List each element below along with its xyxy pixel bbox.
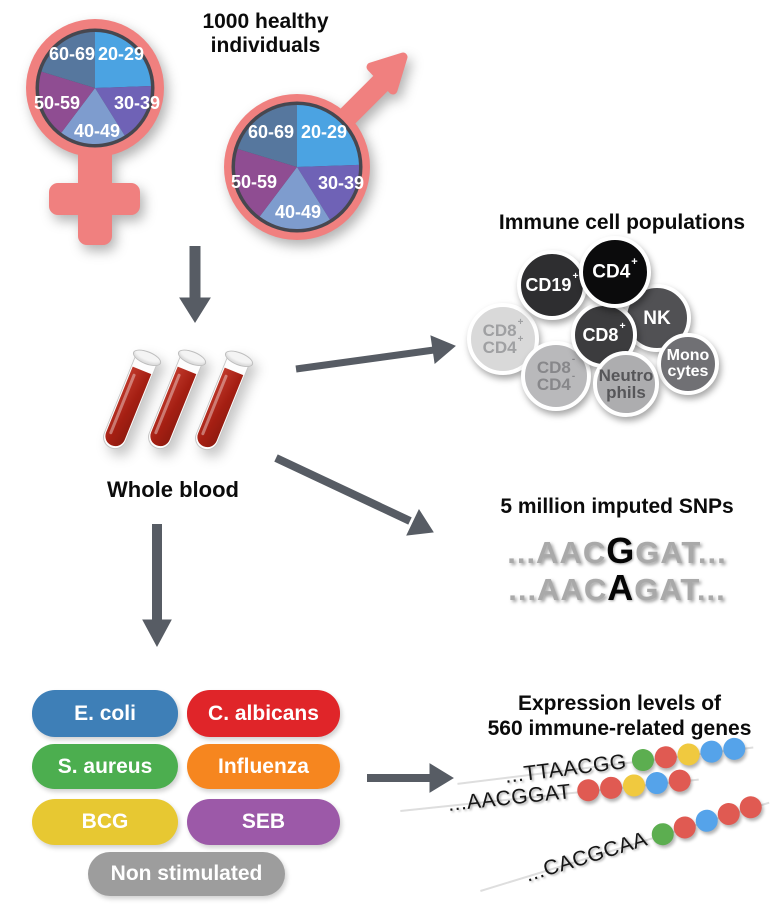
arrow-blood-to-cells [295,335,456,373]
sequence-suffix: GAT... [634,572,726,607]
snp-variant-letter: G [606,530,636,571]
expression-title: Expression levels of 560 immune-related … [487,692,752,740]
cell-label: CD8+ [582,321,626,345]
stimulus-influenza: Influenza [187,744,340,789]
arrow-cohort-to-blood [179,246,211,323]
age-label: 60-69 [49,44,95,64]
cell-monocytes: Mono cytes [657,333,719,395]
female-age-pie [39,32,152,145]
age-label: 50-59 [34,93,80,113]
age-label: 40-49 [275,202,321,222]
male-symbol: 60-69 20-29 50-59 30-39 40-49 [224,52,408,240]
expression-dot-blue [699,739,725,764]
female-symbol: 60-69 20-29 50-59 30-39 40-49 [26,19,164,245]
age-label: 20-29 [98,44,144,64]
cell-label: cytes [667,363,709,380]
cell-cd4pos: CD4+ [579,236,651,308]
cell-label: CD19+ [525,271,579,295]
cell-label: NK [643,307,671,329]
snp-sequence-line: ...AAC A GAT... [452,567,771,608]
expression-dot-yellow [676,742,702,767]
cohort-title: 1000 healthy individuals [202,10,329,58]
expression-dot-green [631,747,656,773]
cell-label: CD4- [536,370,576,394]
age-label: 40-49 [74,121,120,141]
arrow-blood-to-stimulations [142,524,172,648]
stimulus-e-coli: E. coli [32,690,178,737]
sequence-prefix: ...AAC [507,535,607,570]
expression-dot-blue [722,736,747,762]
age-label: 60-69 [248,122,294,142]
arrow-stimulations-to-expression [367,763,454,793]
cell-label: phils [606,383,646,402]
stimulus-s-aureus: S. aureus [32,744,178,789]
snp-variant-letter: A [607,567,635,608]
cell-label: CD8- [536,353,576,377]
sequence-suffix: GAT... [635,535,727,570]
stimulus-c-albicans: C. albicans [187,690,340,737]
sequence-prefix: ...AAC [508,572,608,607]
snp-sequences: ...AAC G GAT... ...AAC A GAT... [452,530,771,608]
expression-dot-red [598,775,623,800]
stimulus-seb: SEB [187,799,340,845]
cell-cd19pos: CD19+ [517,250,587,320]
cell-label: CD4+ [482,333,524,357]
snps-title: 5 million imputed SNPs [500,495,734,518]
cell-label: Mono [666,347,710,364]
cell-label: Neutro [598,366,654,385]
cell-label: CD8+ [482,316,524,340]
whole-blood-label: Whole blood [107,477,239,502]
expression-dot-yellow [621,773,646,798]
age-label: 30-39 [114,93,160,113]
gene-sequence: ...AACGGAT [446,780,573,816]
expression-dot-blue [644,770,669,796]
male-age-pie [234,105,359,229]
age-label: 30-39 [318,173,364,193]
age-label: 50-59 [231,172,277,192]
age-label: 20-29 [301,122,347,142]
expression-dot-red [575,778,600,803]
cell-cd8neg-cd4neg: CD8- CD4- [521,341,591,411]
expression-dot-red [653,744,679,770]
snp-sequence-line: ...AAC G GAT... [452,530,771,571]
cell-cd8pos-cd4pos: CD8+ CD4+ [467,303,539,375]
expression-dot-red [737,793,765,821]
gene-sequence: ...CACGCAA [522,827,651,887]
expression-dots [648,793,765,848]
cell-label: CD4+ [592,256,638,283]
cell-neutrophils: Neutro phils [593,351,659,417]
arrow-blood-to-snps [274,454,434,536]
stimulus-bcg: BCG [32,799,178,845]
immune-cells-title: Immune cell populations [498,211,746,234]
expression-dot-red [667,768,692,793]
stimulus-non-stimulated: Non stimulated [88,852,285,896]
